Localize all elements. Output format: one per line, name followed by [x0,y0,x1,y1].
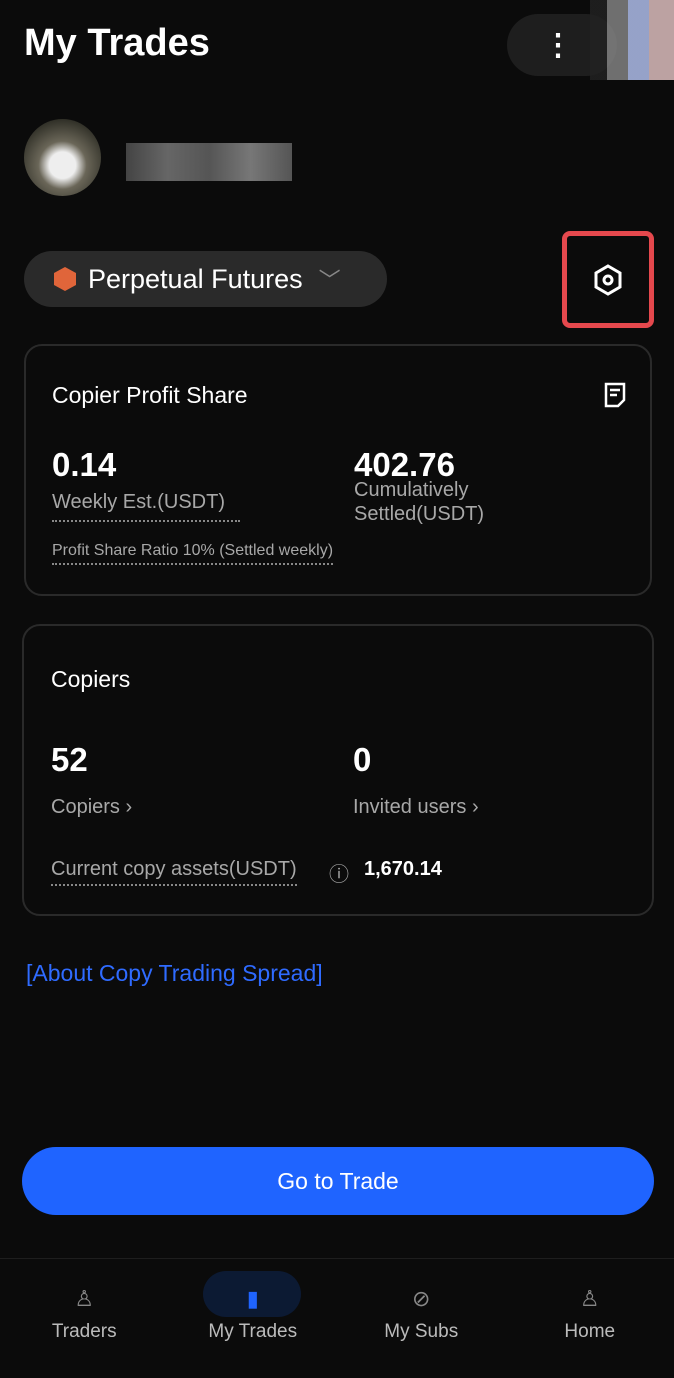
trades-card-icon: ▮ [246,1286,259,1311]
weekly-value: 0.14 [52,446,117,483]
about-spread-link[interactable]: [About Copy Trading Spread] [26,960,323,986]
nav-my-trades[interactable]: ▮ My Trades [169,1259,338,1378]
kebab-icon: ⋮ [543,28,573,62]
pixelated-avatar [590,0,674,80]
username-redacted [126,143,292,181]
cumulative-label-2: Settled(USDT) [354,503,485,525]
info-icon[interactable]: ⓘ [329,864,349,886]
bottom-nav: ♙ Traders ▮ My Trades ⊘ My Subs ♙ Home [0,1258,674,1378]
nav-home[interactable]: ♙ Home [506,1259,674,1378]
copiers-link[interactable]: Copiers › [51,796,133,818]
assets-value: 1,670.14 [364,858,442,880]
chevron-right-icon: › [125,796,133,818]
chevron-down-icon: ﹀ [318,268,341,293]
chevron-right-icon: › [471,796,479,818]
document-icon[interactable] [604,382,626,408]
nav-my-subs[interactable]: ⊘ My Subs [337,1259,506,1378]
profit-share-card: Copier Profit Share 0.14 Weekly Est.(USD… [24,344,652,596]
settings-button[interactable] [562,231,654,328]
product-label: Perpetual Futures [88,263,303,294]
assets-label[interactable]: Current copy assets(USDT) [51,858,297,886]
product-selector[interactable]: Perpetual Futures ﹀ [24,251,387,307]
card-title: Copiers [51,666,131,692]
page-title: My Trades [24,22,210,64]
invited-value: 0 [353,741,372,778]
card-title: Copier Profit Share [52,382,248,408]
copiers-card: Copiers 52 Copiers › 0 Invited users › C… [22,624,654,916]
invited-link[interactable]: Invited users › [353,796,479,818]
user-icon: ♙ [579,1286,600,1311]
cumulative-label: Cumulatively [354,479,469,501]
copiers-value: 52 [51,741,88,778]
settings-icon [594,263,622,296]
cumulative-value: 402.76 [354,446,455,483]
nav-traders[interactable]: ♙ Traders [0,1259,169,1378]
trophy-icon: ♙ [74,1286,95,1311]
go-to-trade-button[interactable]: Go to Trade [22,1147,654,1215]
planet-icon: ⊘ [412,1286,431,1311]
ratio-note[interactable]: Profit Share Ratio 10% (Settled weekly) [52,542,334,565]
avatar[interactable] [24,119,101,196]
futures-icon [54,267,76,291]
weekly-label[interactable]: Weekly Est.(USDT) [52,491,240,522]
